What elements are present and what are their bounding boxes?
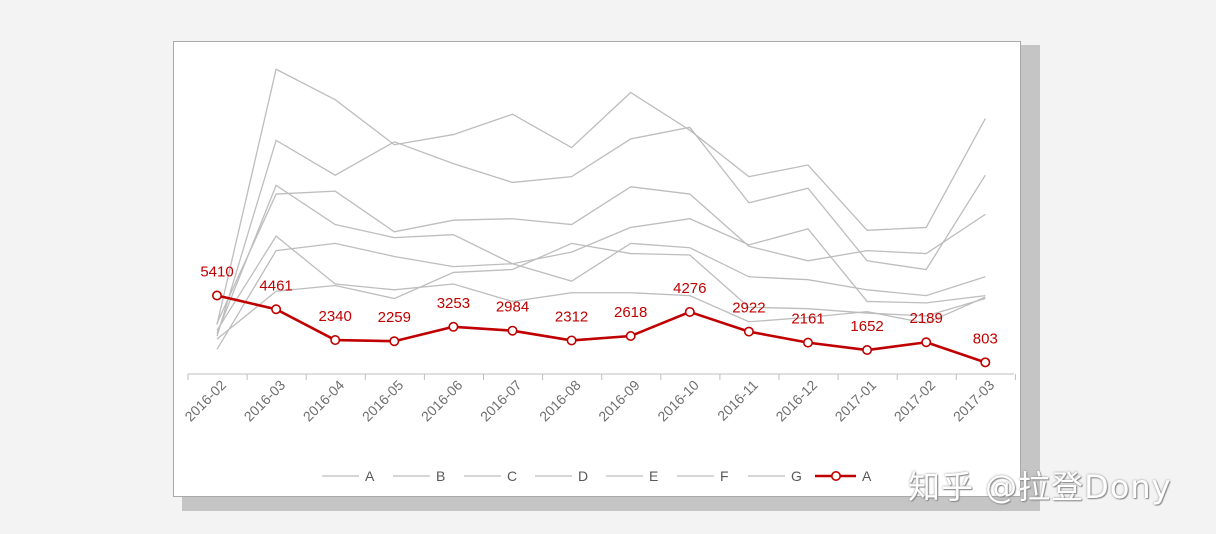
- data-point: [743, 326, 754, 337]
- data-label: 3253: [437, 295, 470, 312]
- data-label: 2312: [555, 308, 588, 325]
- data-label: 4461: [259, 277, 292, 294]
- series-line-g: [216, 235, 986, 331]
- series-line-highlight: [216, 294, 986, 364]
- x-tick-label: 2016-09: [595, 377, 643, 425]
- data-label: 4276: [673, 280, 706, 297]
- series-line-c: [216, 186, 986, 324]
- data-point: [330, 335, 341, 346]
- x-tick-label: 2017-03: [950, 377, 998, 425]
- legend-label: D: [578, 468, 588, 484]
- data-point: [802, 337, 813, 348]
- chart-area: [173, 41, 1021, 497]
- x-tick-label: 2016-07: [477, 377, 525, 425]
- x-tick-label: 2016-03: [241, 377, 289, 425]
- data-point: [625, 331, 636, 342]
- legend-label: G: [791, 468, 802, 484]
- legend-label: A: [365, 468, 375, 484]
- x-tick-label: 2016-06: [418, 377, 466, 425]
- legend-label: C: [507, 468, 517, 484]
- x-tick-label: 2016-08: [536, 377, 584, 425]
- x-tick-label: 2016-12: [772, 377, 820, 425]
- data-point: [271, 304, 282, 315]
- data-label: 2984: [496, 299, 529, 316]
- data-label: 5410: [200, 263, 233, 280]
- legend-label: E: [649, 468, 658, 484]
- data-point: [862, 345, 873, 356]
- series-line-e: [216, 218, 986, 350]
- data-label: 2618: [614, 304, 647, 321]
- data-label: 2922: [732, 300, 765, 317]
- data-point: [448, 321, 459, 332]
- data-point: [212, 290, 223, 301]
- data-label: 2161: [791, 311, 824, 328]
- x-tick-label: 2016-11: [714, 377, 761, 424]
- data-point: [389, 336, 400, 347]
- series-line-a: [216, 68, 986, 325]
- data-point: [507, 325, 518, 336]
- legend-label: B: [436, 468, 445, 484]
- series-line-d: [216, 184, 986, 334]
- legend-label: F: [720, 468, 729, 484]
- x-tick-label: 2016-10: [654, 377, 702, 425]
- data-label: 803: [973, 330, 998, 347]
- legend-label: A: [862, 468, 872, 484]
- x-tick-label: 2016-04: [300, 377, 348, 425]
- data-label: 2259: [378, 309, 411, 326]
- x-tick-label: 2016-05: [359, 377, 407, 425]
- legend-marker: [830, 470, 841, 481]
- x-tick-label: 2017-01: [832, 377, 880, 425]
- x-tick-label: 2017-02: [891, 377, 939, 425]
- watermark-text: 知乎 @拉登Dony: [908, 468, 1172, 506]
- series-line-b: [216, 126, 986, 337]
- data-point: [684, 306, 695, 317]
- data-label: 2340: [319, 308, 352, 325]
- data-point: [566, 335, 577, 346]
- data-label: 1652: [850, 318, 883, 335]
- data-point: [980, 357, 991, 368]
- x-tick-label: 2016-02: [181, 377, 229, 425]
- data-point: [921, 337, 932, 348]
- data-label: 2189: [910, 310, 943, 327]
